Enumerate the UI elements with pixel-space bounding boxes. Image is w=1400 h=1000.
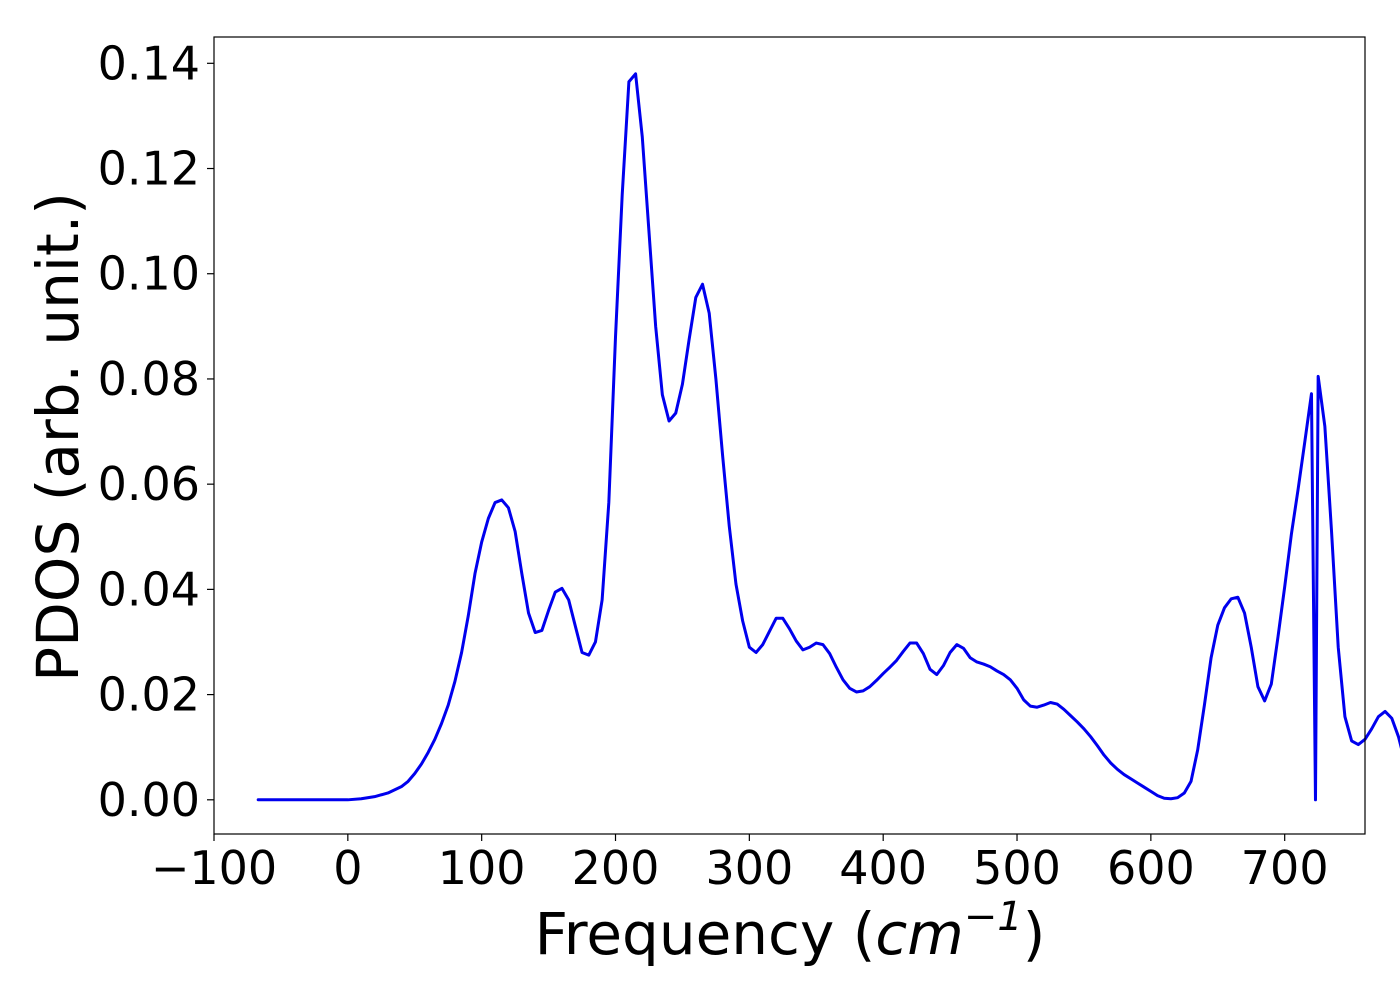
x-tick-label: 300 <box>705 841 793 895</box>
x-tick-label: −100 <box>151 841 277 895</box>
x-axis-label-exponent: −1 <box>964 894 1023 940</box>
x-tick-label: 0 <box>333 841 362 895</box>
y-tick-label: 0.06 <box>98 457 200 511</box>
x-tick-label: 100 <box>438 841 526 895</box>
x-axis-label-unit: cm <box>875 900 963 968</box>
series-line-1 <box>256 72 1400 802</box>
y-tick-label: 0.04 <box>98 562 200 616</box>
y-tick-label: 0.10 <box>98 247 200 301</box>
x-tick-label: 600 <box>1107 841 1195 895</box>
y-tick-label: 0.02 <box>98 668 200 722</box>
y-tick-label: 0.14 <box>98 36 200 90</box>
x-tick-label: 400 <box>839 841 927 895</box>
x-tick-label: 200 <box>572 841 660 895</box>
x-axis-label: Frequency (cm−1) <box>535 894 1046 968</box>
tick-marks <box>207 62 1286 841</box>
x-axis-label-prefix: Frequency ( <box>535 900 876 968</box>
y-tick-label: 0.08 <box>98 352 200 406</box>
x-tick-label: 700 <box>1241 841 1329 895</box>
y-axis-label: PDOS (arb. unit.) <box>24 192 92 682</box>
tick-labels: −100 0 100 200 300 400 500 600 700 0.00 0.02 0.04 0.… <box>98 36 1329 895</box>
x-axis-label-suffix: ) <box>1023 900 1046 968</box>
x-tick-label: 500 <box>973 841 1061 895</box>
axes-frame <box>213 36 1366 835</box>
y-tick-label: 0.00 <box>98 773 200 827</box>
y-tick-label: 0.12 <box>98 142 200 196</box>
plot-area <box>213 36 1400 835</box>
